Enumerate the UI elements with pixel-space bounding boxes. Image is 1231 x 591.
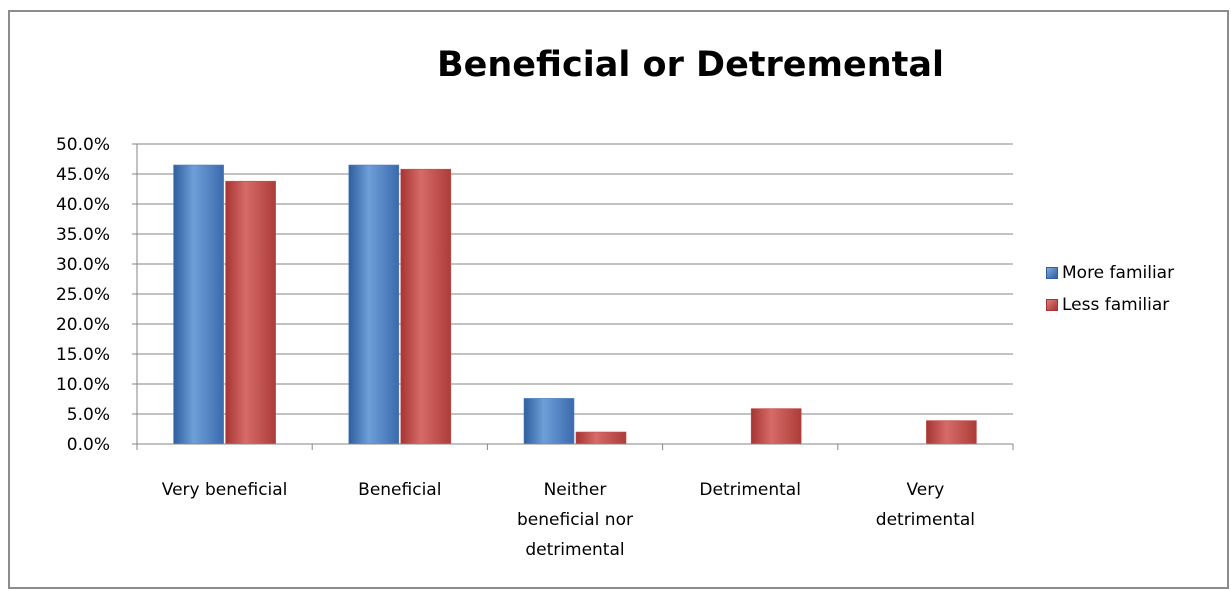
y-tick-label: 30.0% <box>56 255 110 275</box>
legend-label-more-familiar: More familiar <box>1062 262 1175 283</box>
y-tick-label: 10.0% <box>56 375 110 395</box>
legend-swatch-more-familiar <box>1046 266 1058 279</box>
bar-more-familiar <box>173 164 224 445</box>
y-tick-label: 25.0% <box>56 285 110 305</box>
legend-item-more-familiar: More familiar <box>1046 260 1174 285</box>
y-tick-label: 35.0% <box>56 225 110 245</box>
y-tick-label: 15.0% <box>56 345 110 365</box>
legend: More familiar Less familiar <box>1046 260 1174 324</box>
bar-less-familiar <box>400 168 452 445</box>
x-category-label: Very detrimental <box>876 480 975 530</box>
bar-less-familiar <box>750 408 802 445</box>
legend-item-less-familiar: Less familiar <box>1046 292 1174 317</box>
bar-less-familiar <box>225 180 276 445</box>
legend-label-less-familiar: Less familiar <box>1062 294 1170 315</box>
y-tick-label: 20.0% <box>56 315 110 335</box>
y-tick-label: 0.0% <box>67 435 110 455</box>
y-tick-label: 45.0% <box>56 165 110 185</box>
x-category-label: Beneficial <box>358 480 441 500</box>
x-category-label: Detrimental <box>699 480 801 500</box>
bar-less-familiar <box>575 431 627 445</box>
y-tick-label: 40.0% <box>56 195 110 215</box>
bar-less-familiar <box>926 420 977 445</box>
y-tick-label: 5.0% <box>67 405 110 425</box>
x-category-label: Very beneficial <box>162 480 288 500</box>
x-category-label: Neither beneficial nor detrimental <box>517 480 633 560</box>
chart-title: Beneficial or Detremental <box>436 45 945 85</box>
bar-more-familiar <box>348 164 400 445</box>
legend-swatch-less-familiar <box>1046 298 1058 311</box>
y-tick-label: 50.0% <box>56 135 110 155</box>
bar-more-familiar <box>523 398 575 445</box>
